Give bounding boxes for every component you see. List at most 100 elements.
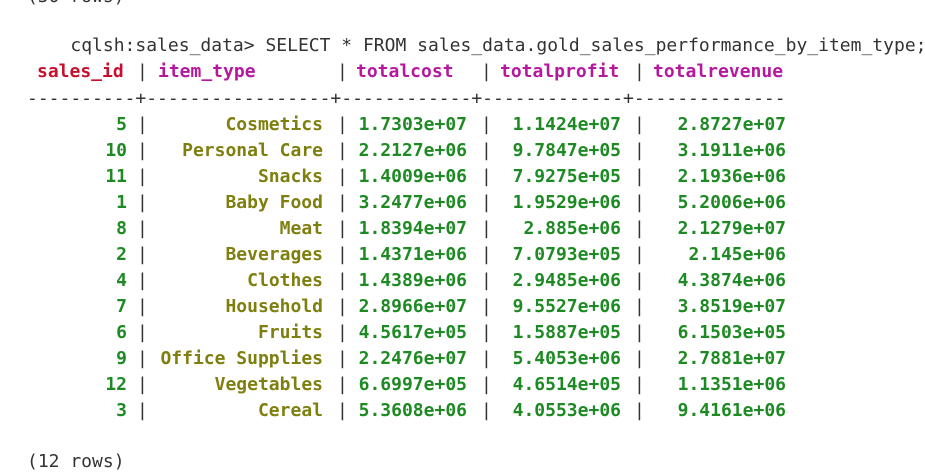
column-separator: | bbox=[634, 61, 645, 82]
column-separator: | bbox=[337, 270, 348, 291]
column-separator: | bbox=[481, 192, 492, 213]
column-separator: | bbox=[481, 114, 492, 135]
column-separator: | bbox=[634, 322, 645, 343]
column-separator: | bbox=[337, 296, 348, 317]
cell-totalprofit: 4.0553e+06 bbox=[512, 400, 621, 421]
table-row: 7 Household 2.8966e+07 9.5527e+06 3.8519e+07… bbox=[0, 294, 925, 320]
column-separator: | bbox=[481, 296, 492, 317]
cell-totalrevenue: 1.1351e+06 bbox=[677, 374, 786, 395]
cell-item-type: Cosmetics bbox=[225, 114, 323, 135]
cell-item-type: Meat bbox=[279, 218, 323, 239]
table-row: 9 Office Supplies 2.2476e+07 5.4053e+06 2.78… bbox=[0, 346, 925, 372]
cell-totalrevenue: 6.1503e+05 bbox=[677, 322, 786, 343]
column-separator: | bbox=[337, 140, 348, 161]
cell-sales-id: 3 bbox=[116, 400, 127, 421]
cell-sales-id: 2 bbox=[116, 244, 127, 265]
header-sales-id: sales_id bbox=[37, 61, 124, 82]
column-separator: | bbox=[634, 192, 645, 213]
column-separator: | bbox=[481, 166, 492, 187]
cell-sales-id: 9 bbox=[116, 348, 127, 369]
cell-totalprofit: 2.885e+06 bbox=[523, 218, 621, 239]
cell-item-type: Vegetables bbox=[214, 374, 323, 395]
header-item-type: item_type bbox=[158, 61, 256, 82]
table-divider: ----------+-----------------+-----------… bbox=[27, 88, 786, 109]
column-separator: | bbox=[137, 348, 148, 369]
cell-totalrevenue: 2.8727e+07 bbox=[677, 114, 786, 135]
table-row: 12 Vegetables 6.6997e+05 4.6514e+05 1.1351e+… bbox=[0, 372, 925, 398]
cell-item-type: Snacks bbox=[257, 166, 323, 187]
cell-totalcost: 6.6997e+05 bbox=[358, 374, 467, 395]
previous-output-line: (50 rows) bbox=[27, 0, 125, 10]
cell-totalcost: 2.8966e+07 bbox=[358, 296, 467, 317]
cell-totalprofit: 1.1424e+07 bbox=[512, 114, 621, 135]
table-row: 4 Clothes 1.4389e+06 2.9485e+06 4.3874e+06 | |… bbox=[0, 268, 925, 294]
column-separator: | bbox=[137, 166, 148, 187]
column-separator: | bbox=[481, 322, 492, 343]
header-totalcost: totalcost bbox=[356, 61, 454, 82]
table-row: 10 Personal Care 2.2127e+06 9.7847e+05 3.191… bbox=[0, 138, 925, 164]
cell-totalcost: 1.4009e+06 bbox=[358, 166, 467, 187]
table-row: 6 Fruits 4.5617e+05 1.5887e+05 6.1503e+05 | | |… bbox=[0, 320, 925, 346]
cell-sales-id: 5 bbox=[116, 114, 127, 135]
column-separator: | bbox=[634, 140, 645, 161]
column-separator: | bbox=[137, 296, 148, 317]
column-separator: | bbox=[137, 61, 148, 82]
cell-item-type: Clothes bbox=[247, 270, 323, 291]
cell-totalprofit: 2.9485e+06 bbox=[512, 270, 621, 291]
cell-sales-id: 7 bbox=[116, 296, 127, 317]
table-row: 2 Beverages 1.4371e+06 7.0793e+05 2.145e+06 |… bbox=[0, 242, 925, 268]
cell-totalcost: 2.2127e+06 bbox=[358, 140, 467, 161]
column-separator: | bbox=[337, 114, 348, 135]
cell-totalprofit: 9.5527e+06 bbox=[512, 296, 621, 317]
column-separator: | bbox=[137, 400, 148, 421]
cell-item-type: Office Supplies bbox=[160, 348, 323, 369]
cell-totalprofit: 1.9529e+06 bbox=[512, 192, 621, 213]
column-separator: | bbox=[337, 61, 348, 82]
cell-totalcost: 5.3608e+06 bbox=[358, 400, 467, 421]
cell-item-type: Household bbox=[225, 296, 323, 317]
command-line[interactable]: cqlsh:sales_data> SELECT * FROM sales_da… bbox=[27, 7, 925, 56]
column-separator: | bbox=[634, 166, 645, 187]
cell-totalcost: 3.2477e+06 bbox=[358, 192, 467, 213]
cell-totalrevenue: 9.4161e+06 bbox=[677, 400, 786, 421]
cell-totalprofit: 4.6514e+05 bbox=[512, 374, 621, 395]
cell-sales-id: 12 bbox=[105, 374, 127, 395]
cell-totalcost: 1.7303e+07 bbox=[358, 114, 467, 135]
cell-sales-id: 8 bbox=[116, 218, 127, 239]
cell-sales-id: 11 bbox=[105, 166, 127, 187]
column-separator: | bbox=[337, 166, 348, 187]
column-separator: | bbox=[337, 192, 348, 213]
column-separator: | bbox=[481, 270, 492, 291]
shell-prompt: cqlsh:sales_data> bbox=[70, 35, 255, 56]
column-separator: | bbox=[337, 374, 348, 395]
column-separator: | bbox=[137, 374, 148, 395]
column-separator: | bbox=[137, 114, 148, 135]
cell-totalrevenue: 2.7881e+07 bbox=[677, 348, 786, 369]
cell-totalprofit: 9.7847e+05 bbox=[512, 140, 621, 161]
column-separator: | bbox=[337, 218, 348, 239]
cell-totalrevenue: 3.8519e+07 bbox=[677, 296, 786, 317]
cell-totalcost: 4.5617e+05 bbox=[358, 322, 467, 343]
column-separator: | bbox=[337, 400, 348, 421]
cell-totalrevenue: 2.1936e+06 bbox=[677, 166, 786, 187]
column-separator: | bbox=[481, 140, 492, 161]
cell-totalprofit: 5.4053e+06 bbox=[512, 348, 621, 369]
cell-item-type: Cereal bbox=[257, 400, 323, 421]
cell-totalrevenue: 2.1279e+07 bbox=[677, 218, 786, 239]
column-separator: | bbox=[137, 244, 148, 265]
cell-item-type: Personal Care bbox=[182, 140, 323, 161]
cell-sales-id: 4 bbox=[116, 270, 127, 291]
column-separator: | bbox=[481, 218, 492, 239]
table-row: 5 Cosmetics 1.7303e+07 1.1424e+07 2.8727e+07… bbox=[0, 112, 925, 138]
column-separator: | bbox=[337, 348, 348, 369]
column-separator: | bbox=[137, 192, 148, 213]
header-totalrevenue: totalrevenue bbox=[653, 61, 784, 82]
column-separator: | bbox=[634, 400, 645, 421]
cell-totalprofit: 7.0793e+05 bbox=[512, 244, 621, 265]
column-separator: | bbox=[481, 400, 492, 421]
cell-item-type: Baby Food bbox=[225, 192, 323, 213]
header-totalprofit: totalprofit bbox=[500, 61, 620, 82]
column-separator: | bbox=[137, 322, 148, 343]
cell-totalcost: 1.8394e+07 bbox=[358, 218, 467, 239]
